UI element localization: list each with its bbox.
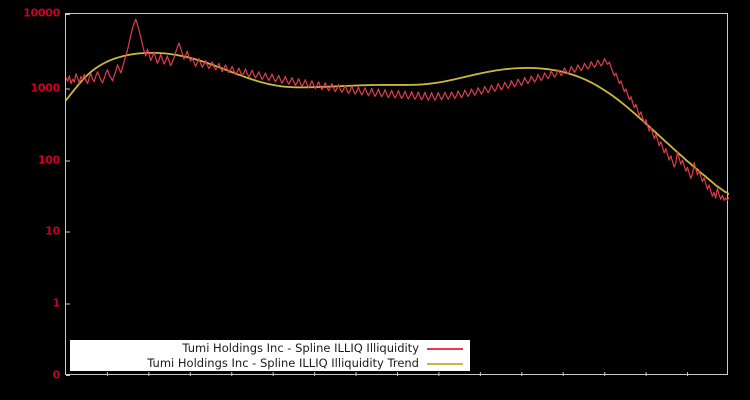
y-tick-label-10000: 10000	[23, 6, 60, 20]
illiquidity-series-path	[66, 18, 729, 201]
plot-canvas	[66, 14, 729, 376]
legend-entry-series: Tumi Holdings Inc - Spline ILLIQ Illiqui…	[71, 341, 469, 356]
y-tick-label-10: 10	[45, 224, 60, 238]
legend-line-swatch-series-icon	[427, 347, 463, 350]
tick-marks	[66, 14, 689, 376]
y-tick-label-100: 100	[37, 153, 60, 167]
legend-label-series: Tumi Holdings Inc - Spline ILLIQ Illiqui…	[182, 340, 419, 355]
plot-area	[65, 13, 729, 376]
legend-line-swatch-trend-icon	[427, 362, 463, 365]
y-tick-label-1: 1	[52, 296, 61, 310]
trend-line-path	[66, 51, 729, 196]
y-tick-label-1000: 1000	[30, 81, 61, 95]
legend-label-trend: Tumi Holdings Inc - Spline ILLIQ Illiqui…	[147, 355, 419, 370]
chart-legend: Tumi Holdings Inc - Spline ILLIQ Illiqui…	[70, 340, 470, 371]
legend-entry-trend: Tumi Holdings Inc - Spline ILLIQ Illiqui…	[71, 356, 469, 371]
y-tick-label-0: 0	[52, 368, 61, 382]
